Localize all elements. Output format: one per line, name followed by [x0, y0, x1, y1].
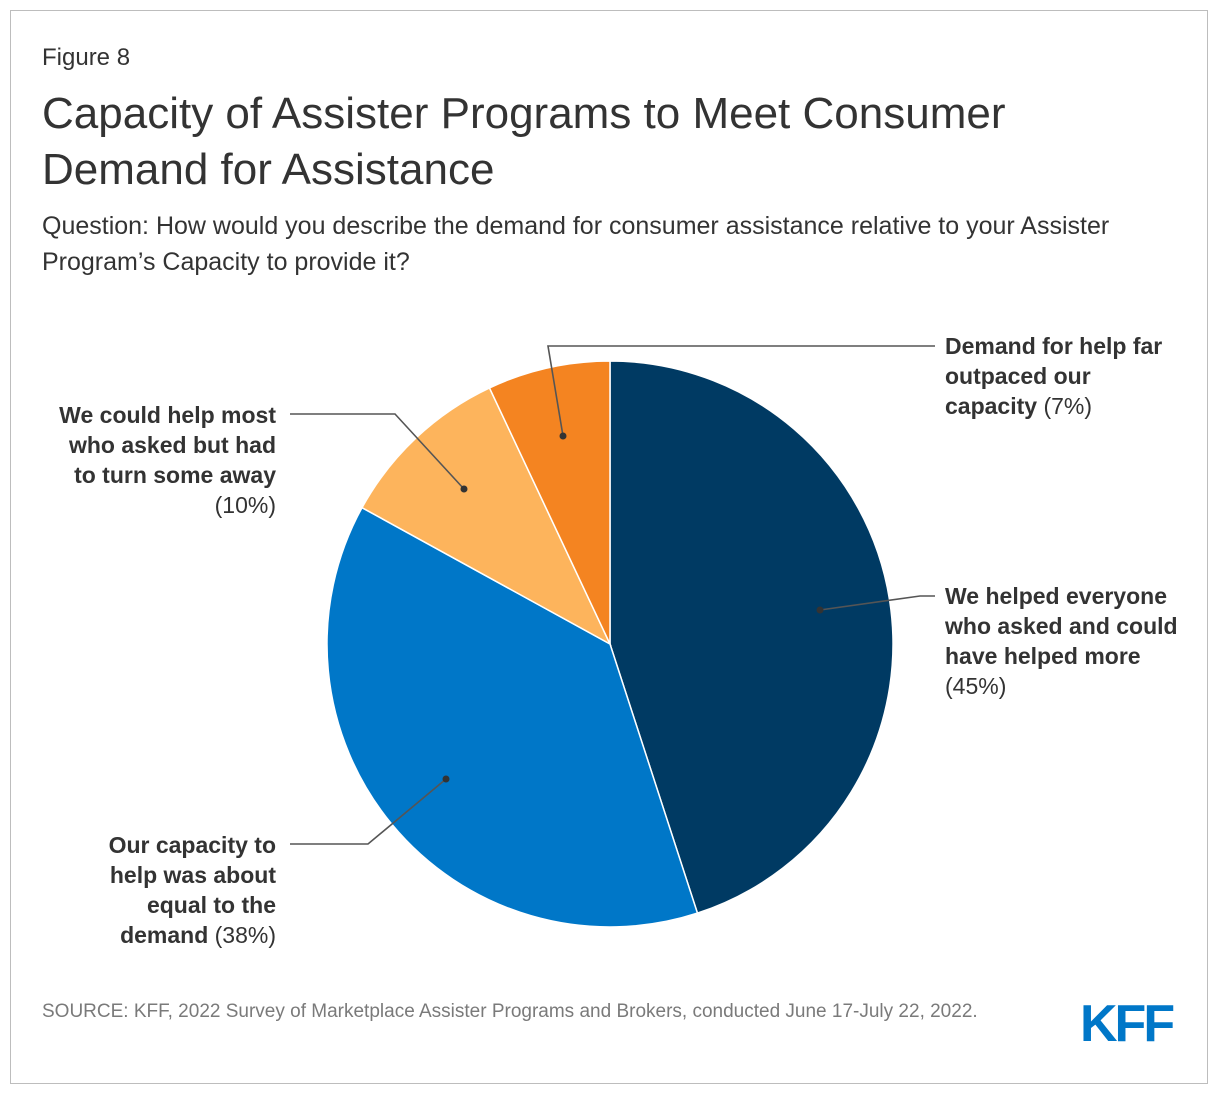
slice-label-helped-everyone-text: We helped everyone who asked and could h…	[945, 583, 1178, 669]
leader-line-turn-some-away	[290, 413, 465, 490]
leader-line-helped-everyone	[819, 595, 935, 611]
source-note: SOURCE: KFF, 2022 Survey of Marketplace …	[42, 1001, 978, 1022]
figure-label: Figure 8	[42, 44, 131, 71]
slice-label-outpaced-text: Demand for help far outpaced our capacit…	[945, 333, 1163, 419]
slice-label-about-equal-pct: (38%)	[214, 922, 276, 948]
leader-dot-about-equal	[442, 775, 450, 783]
leader-line-outpaced	[547, 345, 935, 437]
kff-logo: KFF	[1080, 995, 1175, 1053]
slice-label-helped-everyone-pct: (45%)	[945, 673, 1007, 699]
slice-label-turn-some-away-text: We could help most who asked but had to …	[59, 402, 276, 488]
chart-title: Capacity of Assister Programs to Meet Co…	[42, 89, 1006, 194]
slice-label-turn-some-away: We could help most who asked but had to …	[52, 400, 276, 520]
slice-label-outpaced-pct: (7%)	[1043, 393, 1093, 419]
leader-line-about-equal	[290, 778, 447, 845]
slice-label-about-equal-text: Our capacity to help was about equal to …	[108, 832, 276, 948]
slice-label-about-equal: Our capacity to help was about equal to …	[60, 830, 276, 950]
slice-label-helped-everyone: We helped everyone who asked and could h…	[945, 581, 1185, 701]
slice-label-turn-some-away-pct: (10%)	[214, 492, 276, 518]
leader-dot-turn-some-away	[460, 485, 468, 493]
chart-subtitle: Question: How would you describe the dem…	[42, 212, 1110, 276]
pie-slice-outpaced	[488, 360, 611, 645]
slice-label-outpaced: Demand for help far outpaced our capacit…	[945, 331, 1165, 421]
leader-dot-helped-everyone	[816, 606, 824, 614]
leader-dot-outpaced	[559, 432, 567, 440]
